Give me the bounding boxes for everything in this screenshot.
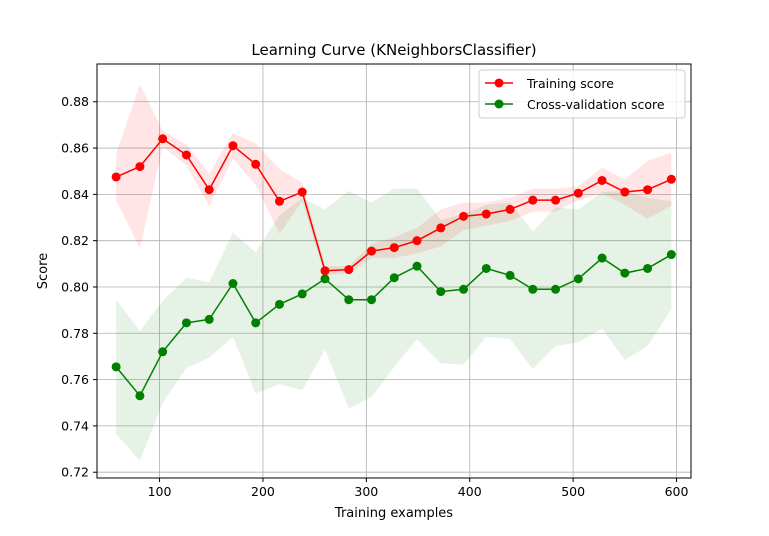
data-point-cross-validation-score — [620, 268, 630, 278]
data-point-training-score — [597, 175, 607, 185]
data-point-training-score — [344, 265, 354, 275]
legend: Training score Cross-validation score — [478, 69, 686, 119]
data-point-training-score — [251, 159, 261, 169]
legend-marker-cross-validation — [494, 99, 504, 109]
y-tick-label: 0.72 — [61, 465, 89, 480]
data-point-cross-validation-score — [597, 253, 607, 263]
x-axis-ticks: 100 200 300 400 500 600 — [148, 478, 689, 499]
grid-layer — [97, 64, 691, 478]
data-point-cross-validation-score — [320, 274, 330, 284]
data-point-cross-validation-score — [389, 273, 399, 283]
data-point-training-score — [412, 236, 422, 246]
data-point-training-score — [436, 223, 446, 233]
y-axis-label: Score — [36, 253, 51, 289]
y-tick-label: 0.74 — [61, 418, 89, 433]
data-point-training-score — [481, 209, 491, 219]
data-point-cross-validation-score — [573, 274, 583, 284]
data-point-cross-validation-score — [505, 270, 515, 280]
data-point-cross-validation-score — [367, 295, 377, 305]
data-point-training-score — [320, 266, 330, 276]
data-point-cross-validation-score — [251, 318, 261, 328]
data-point-training-score — [274, 196, 284, 206]
y-tick-label: 0.80 — [61, 279, 89, 294]
data-point-training-score — [367, 246, 377, 256]
data-point-training-score — [459, 211, 469, 221]
legend-marker-training — [494, 78, 504, 88]
data-point-cross-validation-score — [204, 314, 214, 324]
data-point-training-score — [551, 195, 561, 205]
data-point-cross-validation-score — [344, 295, 354, 305]
x-axis-label: Training examples — [334, 506, 453, 521]
data-point-cross-validation-score — [274, 299, 284, 309]
data-point-training-score — [181, 150, 191, 160]
x-tick-label: 600 — [665, 484, 689, 499]
data-point-training-score — [111, 172, 121, 182]
legend-box — [478, 69, 686, 119]
data-point-training-score — [620, 187, 630, 197]
y-tick-label: 0.86 — [61, 141, 89, 156]
data-point-cross-validation-score — [158, 347, 168, 357]
y-tick-label: 0.76 — [61, 372, 89, 387]
data-point-cross-validation-score — [551, 284, 561, 294]
data-point-cross-validation-score — [412, 261, 422, 271]
legend-label-cross-validation: Cross-validation score — [527, 97, 665, 112]
y-tick-label: 0.78 — [61, 326, 89, 341]
y-tick-label: 0.84 — [61, 187, 89, 202]
x-tick-label: 400 — [458, 484, 482, 499]
data-point-training-score — [158, 134, 168, 144]
data-point-training-score — [204, 185, 214, 195]
y-tick-label: 0.82 — [61, 233, 89, 248]
data-point-cross-validation-score — [528, 284, 538, 294]
plot-area — [96, 63, 692, 479]
data-point-cross-validation-score — [481, 263, 491, 273]
axes-frame — [96, 63, 692, 479]
x-tick-label: 300 — [354, 484, 378, 499]
data-point-training-score — [228, 141, 238, 151]
data-point-training-score — [389, 243, 399, 253]
axes-background — [97, 64, 691, 478]
data-point-cross-validation-score — [643, 263, 653, 273]
data-point-cross-validation-score — [436, 287, 446, 297]
y-axis-ticks: 0.72 0.74 0.76 0.78 0.80 0.82 0.84 0.86 0.88 — [61, 94, 97, 480]
band-cross-validation-score — [116, 188, 672, 461]
x-tick-label: 100 — [148, 484, 172, 499]
data-point-cross-validation-score — [135, 391, 145, 401]
data-point-training-score — [505, 204, 515, 214]
data-point-training-score — [643, 185, 653, 195]
data-point-cross-validation-score — [297, 289, 307, 299]
data-point-cross-validation-score — [228, 279, 238, 289]
data-point-training-score — [528, 195, 538, 205]
data-point-cross-validation-score — [459, 284, 469, 294]
data-point-training-score — [135, 162, 145, 172]
data-point-cross-validation-score — [111, 362, 121, 372]
line-layer — [111, 134, 676, 401]
legend-label-training: Training score — [526, 76, 614, 91]
data-point-training-score — [297, 187, 307, 197]
x-tick-label: 200 — [251, 484, 275, 499]
data-point-cross-validation-score — [181, 318, 191, 328]
band-layer — [116, 84, 672, 461]
data-point-training-score — [573, 188, 583, 198]
data-point-cross-validation-score — [666, 250, 676, 260]
x-tick-label: 500 — [561, 484, 585, 499]
y-tick-label: 0.88 — [61, 94, 89, 109]
chart-title: Learning Curve (KNeighborsClassifier) — [251, 41, 536, 59]
data-point-training-score — [666, 174, 676, 184]
